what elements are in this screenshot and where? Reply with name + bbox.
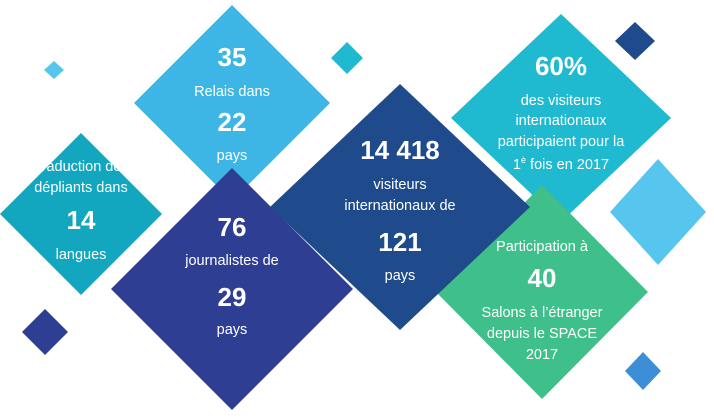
pourcentage-line4-sup: è: [521, 155, 527, 165]
journalistes-unit: pays: [216, 322, 248, 338]
salons-number: 40: [527, 263, 557, 293]
small-lightblue-diamond: [44, 61, 64, 79]
traduction-number: 14: [66, 205, 96, 235]
journalistes-number: 76: [217, 212, 247, 242]
salons-line2: Salons à l’étranger: [481, 305, 603, 321]
right-sky-diamond: [610, 159, 706, 265]
small-accent-diamond: [625, 352, 661, 390]
small-navy-diamond: [615, 22, 655, 60]
pourcentage-line3: participaient pour la: [497, 134, 625, 150]
pourcentage-line1: des visiteurs: [520, 93, 602, 109]
visiteurs-number2: 121: [378, 227, 422, 257]
pourcentage-line4-post: fois en 2017: [526, 156, 610, 173]
diamond-journalistes: [111, 168, 353, 410]
salons-line4: 2017: [525, 347, 559, 363]
pourcentage-number: 60%: [534, 51, 588, 81]
traduction-unit: langues: [55, 247, 107, 263]
relais-text: Relais dans: [194, 84, 270, 100]
traduction-line2: dépliants dans: [34, 180, 128, 196]
traduction-line1: Traduction des: [33, 159, 129, 175]
journalistes-text: journalistes de: [185, 253, 279, 269]
visiteurs-line2: internationaux de: [344, 198, 456, 214]
small-teal-diamond: [331, 42, 363, 74]
relais-unit: pays: [216, 148, 248, 164]
salons-line3: depuis le SPACE: [486, 326, 598, 342]
visiteurs-number: 14 418: [360, 135, 440, 165]
diamond-visiteurs: [270, 84, 530, 330]
diamond-relais: [134, 5, 330, 201]
diamond-pourcentage: [451, 14, 671, 222]
pourcentage-line2: internationaux: [515, 113, 607, 129]
relais-number: 35: [217, 42, 247, 72]
visiteurs-unit: pays: [384, 268, 416, 284]
journalistes-number2: 29: [217, 282, 247, 312]
pourcentage-line4-pre: 1: [512, 156, 521, 173]
diamond-traduction: [0, 133, 162, 295]
salons-line1: Participation à: [496, 239, 588, 255]
pourcentage-line4: 1è fois en 2017: [481, 155, 641, 174]
visiteurs-line1: visiteurs: [373, 177, 427, 193]
relais-number2: 22: [217, 107, 247, 137]
small-indigo-diamond: [22, 309, 68, 355]
